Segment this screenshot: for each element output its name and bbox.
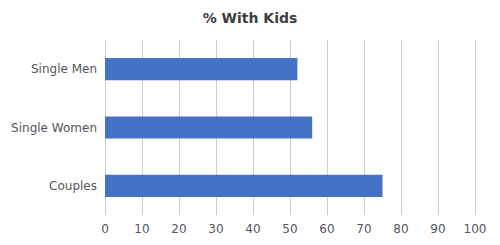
svg-text:40: 40 [245,222,260,236]
svg-text:100: 100 [464,222,487,236]
svg-text:% With Kids: % With Kids [203,10,298,26]
svg-text:20: 20 [171,222,186,236]
svg-text:10: 10 [134,222,149,236]
svg-text:50: 50 [282,222,297,236]
svg-text:90: 90 [430,222,445,236]
svg-text:70: 70 [356,222,371,236]
svg-text:Single Women: Single Women [11,121,97,135]
svg-text:Single Men: Single Men [31,62,97,76]
svg-text:30: 30 [208,222,223,236]
svg-text:60: 60 [319,222,334,236]
svg-text:80: 80 [393,222,408,236]
svg-text:0: 0 [101,222,109,236]
svg-text:Couples: Couples [49,179,97,193]
